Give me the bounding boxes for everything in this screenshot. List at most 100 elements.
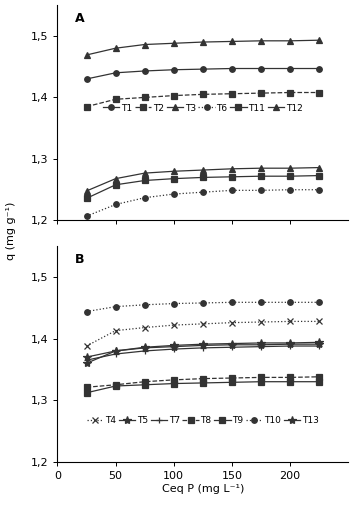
T2 <box>201 91 205 97</box>
T12 <box>288 165 292 171</box>
T10 <box>230 299 234 305</box>
T2 <box>143 94 147 101</box>
Line: T5: T5 <box>82 340 323 361</box>
T10 <box>201 300 205 306</box>
T2 <box>317 89 321 95</box>
T3 <box>288 38 292 44</box>
T7 <box>259 344 263 350</box>
T8 <box>259 374 263 381</box>
T5 <box>113 348 118 354</box>
T12 <box>143 170 147 176</box>
T4 <box>143 325 147 331</box>
T13 <box>113 348 118 354</box>
T1 <box>259 66 263 72</box>
T1 <box>230 66 234 72</box>
T13 <box>84 360 89 366</box>
Line: T11: T11 <box>84 173 322 201</box>
T6 <box>288 187 292 193</box>
T11 <box>288 173 292 179</box>
T12 <box>259 165 263 171</box>
T10 <box>317 299 321 305</box>
T10 <box>288 299 292 305</box>
T10 <box>113 304 118 310</box>
T7 <box>201 345 205 351</box>
T2 <box>84 104 89 110</box>
T11 <box>259 173 263 179</box>
Line: T10: T10 <box>84 300 322 314</box>
T7 <box>230 344 234 350</box>
T9 <box>201 380 205 386</box>
T13 <box>143 344 147 350</box>
T1 <box>143 68 147 74</box>
T9 <box>317 379 321 385</box>
T8 <box>288 374 292 381</box>
T11 <box>84 195 89 202</box>
T3 <box>201 39 205 45</box>
T5 <box>230 342 234 348</box>
T3 <box>230 38 234 45</box>
T5 <box>201 342 205 348</box>
T3 <box>317 37 321 43</box>
T11 <box>113 182 118 188</box>
T4 <box>113 328 118 334</box>
T9 <box>288 379 292 385</box>
T6 <box>201 189 205 195</box>
T11 <box>172 175 176 182</box>
Line: T13: T13 <box>82 338 323 367</box>
T5 <box>288 341 292 347</box>
T7 <box>317 343 321 349</box>
T2 <box>230 91 234 97</box>
T9 <box>84 390 89 396</box>
T3 <box>172 40 176 46</box>
T4 <box>288 319 292 325</box>
T13 <box>317 339 321 345</box>
T6 <box>230 187 234 193</box>
T8 <box>84 384 89 390</box>
T10 <box>143 302 147 308</box>
Line: T1: T1 <box>84 66 322 82</box>
Line: T7: T7 <box>83 343 323 364</box>
T8 <box>113 382 118 388</box>
Text: q (mg g⁻¹): q (mg g⁻¹) <box>6 202 16 260</box>
T9 <box>113 383 118 389</box>
T13 <box>230 341 234 347</box>
Line: T9: T9 <box>84 379 322 396</box>
T5 <box>84 354 89 360</box>
T7 <box>172 346 176 352</box>
T5 <box>172 344 176 350</box>
Line: T4: T4 <box>83 318 323 349</box>
T12 <box>201 167 205 173</box>
T2 <box>288 89 292 95</box>
T7 <box>288 343 292 349</box>
T4 <box>84 343 89 349</box>
T1 <box>317 66 321 72</box>
T4 <box>259 319 263 325</box>
T3 <box>84 52 89 58</box>
T9 <box>143 382 147 388</box>
Line: T2: T2 <box>84 90 322 109</box>
T8 <box>230 375 234 381</box>
T7 <box>84 357 89 363</box>
Line: T3: T3 <box>84 37 322 58</box>
T1 <box>172 67 176 73</box>
Legend: T1, T2, T3, T6, T11, T12: T1, T2, T3, T6, T11, T12 <box>103 104 303 113</box>
T12 <box>113 175 118 182</box>
T1 <box>288 66 292 72</box>
T5 <box>143 345 147 351</box>
T11 <box>201 174 205 181</box>
T11 <box>317 172 321 179</box>
T11 <box>230 174 234 180</box>
T2 <box>172 92 176 98</box>
T3 <box>113 45 118 51</box>
T11 <box>143 177 147 184</box>
T4 <box>317 319 321 325</box>
T3 <box>259 38 263 44</box>
T8 <box>143 379 147 385</box>
T1 <box>201 66 205 72</box>
T7 <box>143 348 147 354</box>
T6 <box>172 191 176 197</box>
Line: T8: T8 <box>84 374 322 390</box>
T7 <box>113 351 118 357</box>
T10 <box>259 299 263 305</box>
Line: T12: T12 <box>84 165 322 194</box>
